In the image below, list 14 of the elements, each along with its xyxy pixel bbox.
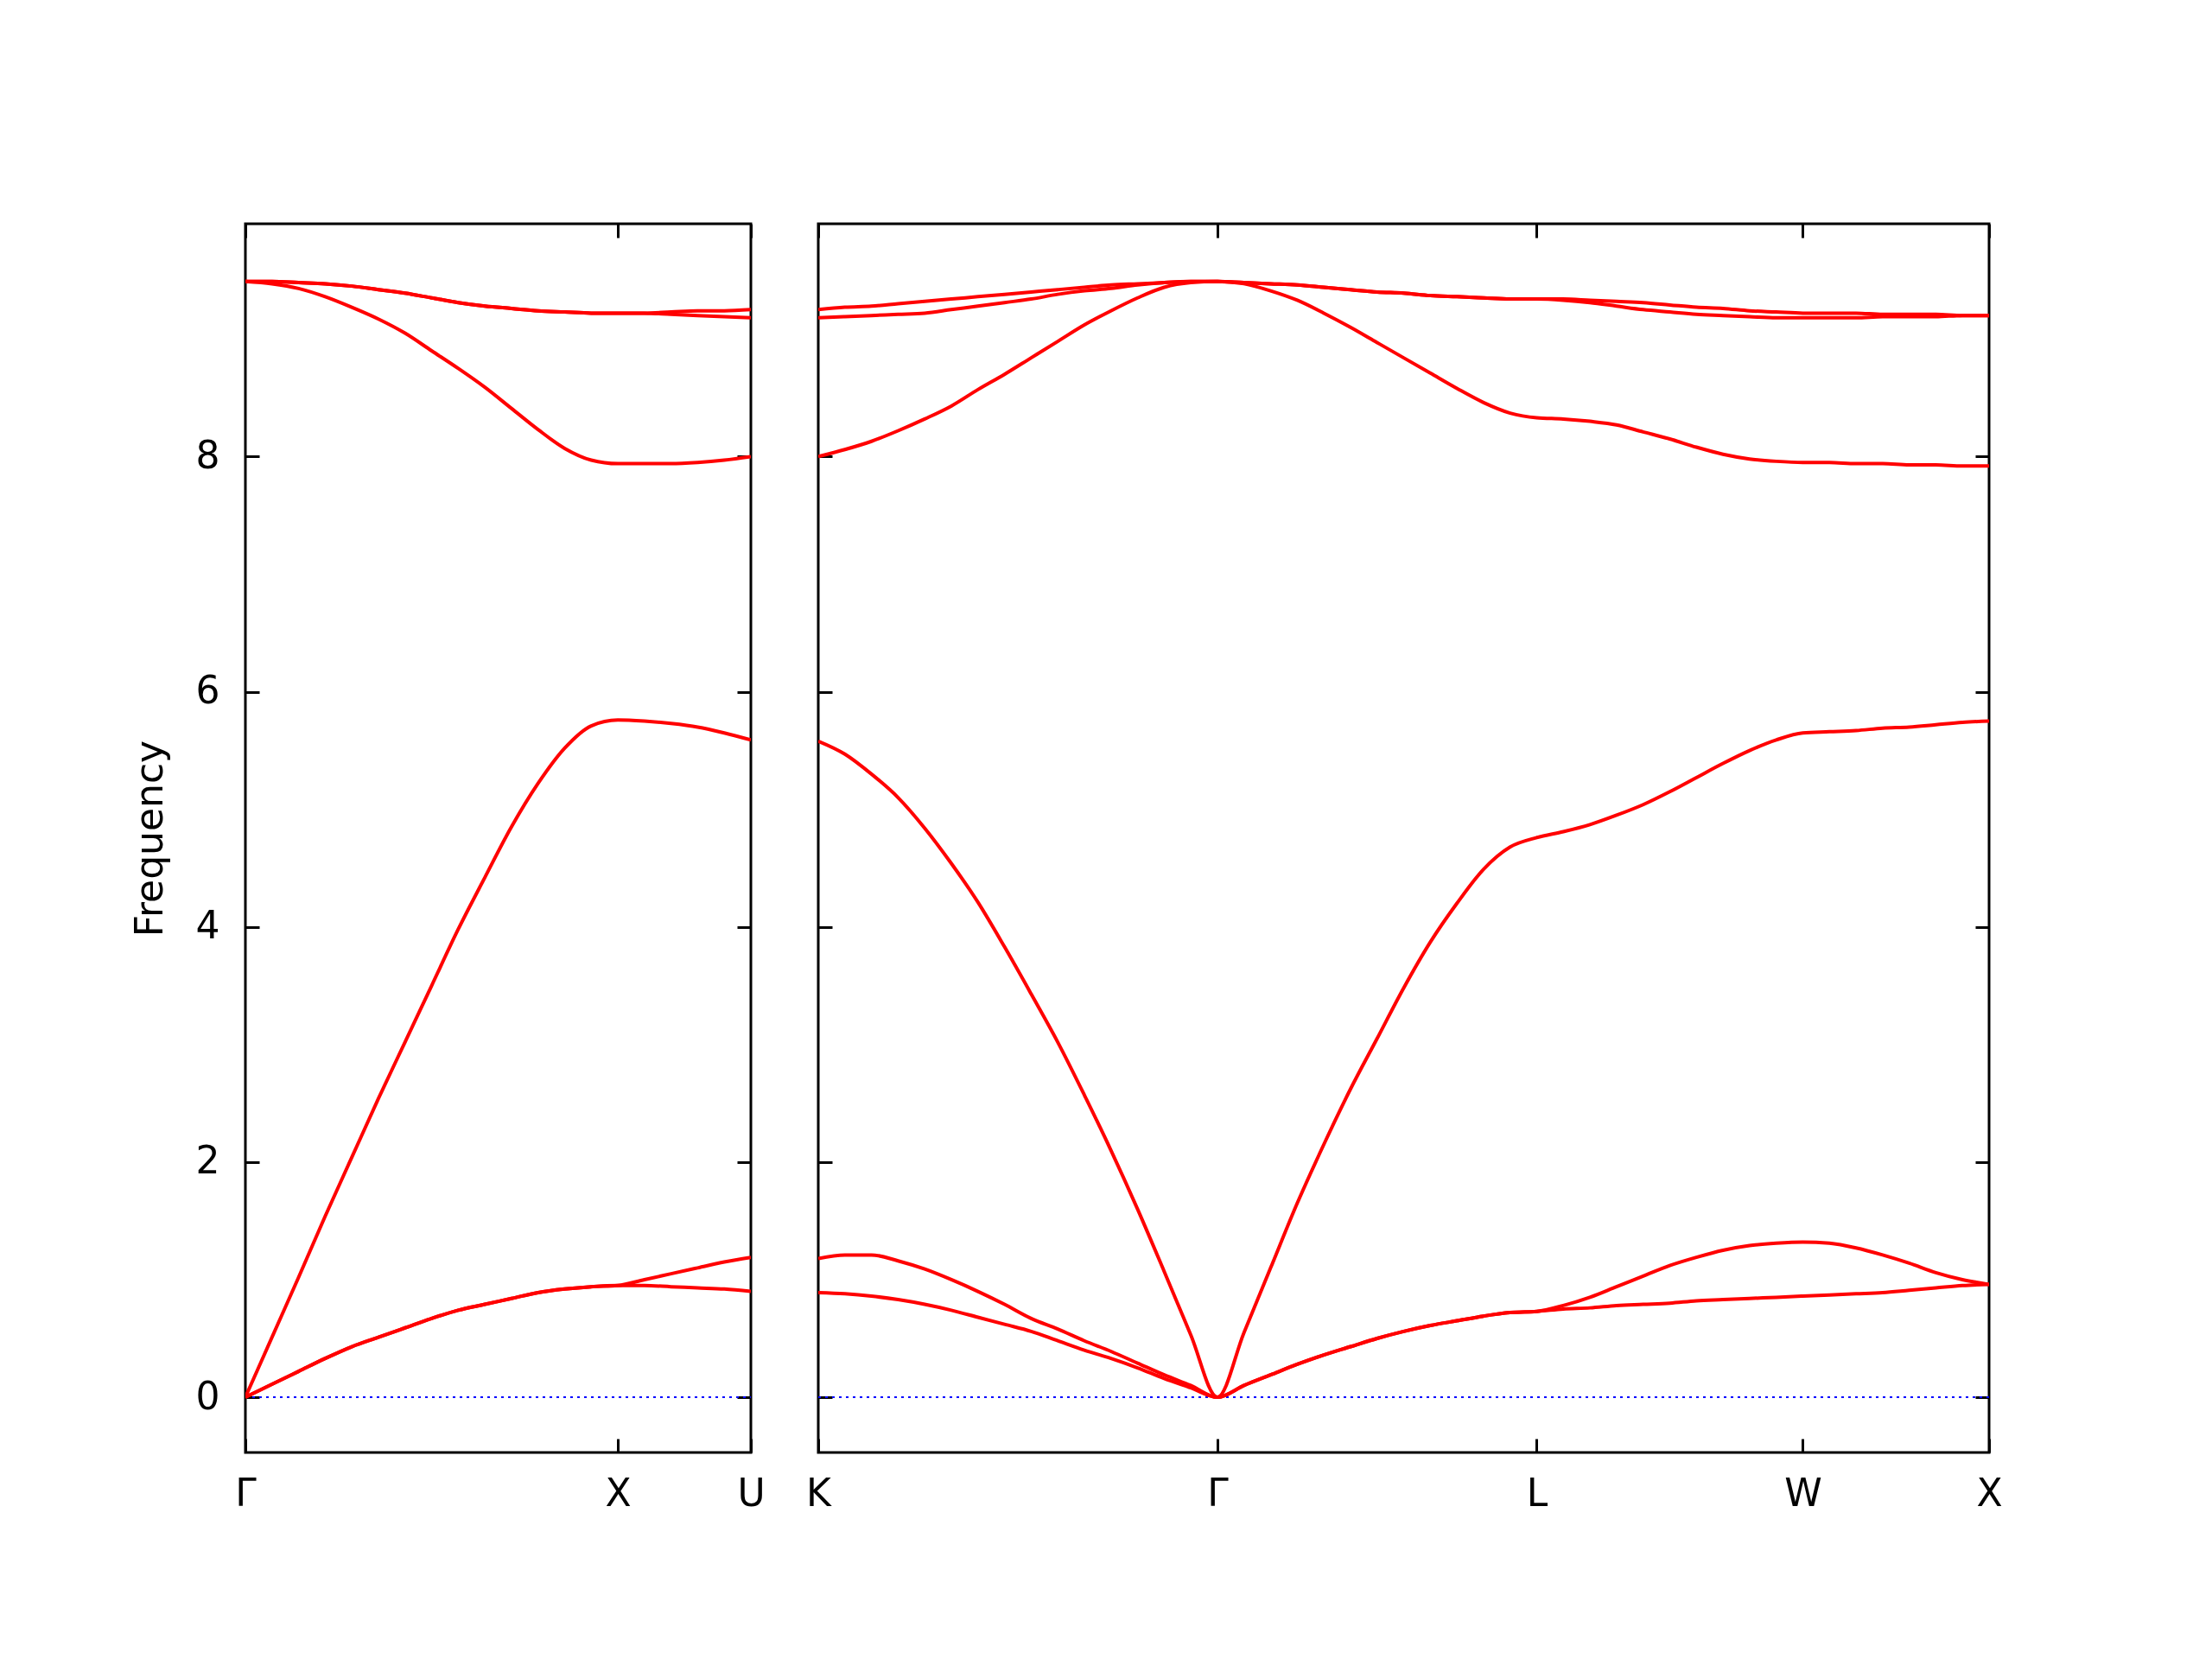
y-axis-title: Frequency — [126, 740, 171, 938]
x-tick-label: U — [737, 1470, 766, 1515]
x-tick-label: X — [1976, 1470, 2003, 1515]
x-tick-label: Γ — [235, 1470, 257, 1515]
y-tick-label: 6 — [195, 668, 220, 713]
y-tick-label: 8 — [195, 432, 220, 477]
x-tick-label: W — [1784, 1470, 1822, 1515]
y-tick-label: 2 — [195, 1138, 220, 1183]
x-tick-label: L — [1526, 1470, 1548, 1515]
x-tick-label: X — [605, 1470, 632, 1515]
y-tick-label: 0 — [195, 1373, 220, 1418]
x-tick-label: Γ — [1207, 1470, 1230, 1515]
y-tick-label: 4 — [195, 903, 220, 948]
x-tick-label: K — [806, 1470, 833, 1515]
